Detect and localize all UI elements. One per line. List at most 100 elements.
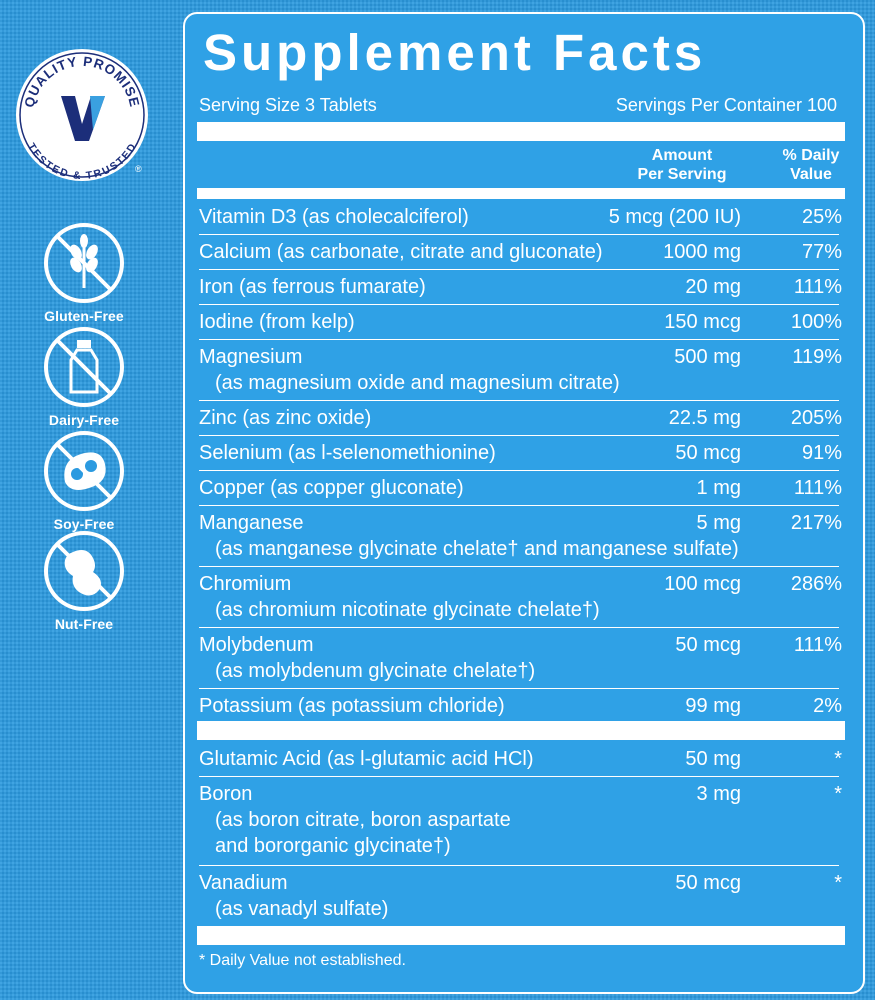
- gluten-free-badge: Gluten-Free: [24, 222, 144, 324]
- nutrient-dv: 217%: [790, 512, 842, 534]
- nutrient-source: (as magnesium oxide and magnesium citrat…: [215, 372, 620, 394]
- wheat-icon: [43, 222, 125, 304]
- panel-title: Supplement Facts: [203, 24, 707, 81]
- nutrient-name: Molybdenum: [199, 634, 314, 656]
- nutrient-amount: 50 mg: [685, 748, 741, 770]
- nutrient-amount: 50 mcg: [675, 442, 741, 464]
- divider-bar-bottom: [197, 926, 845, 945]
- footnote: * Daily Value not established.: [199, 952, 406, 969]
- table-row: Molybdenum (as molybdenum glycinate chel…: [199, 628, 842, 689]
- nutrient-dv: 100%: [790, 311, 842, 333]
- table-row: Potassium (as potassium chloride) 99 mg …: [199, 689, 842, 724]
- table-row: Iron (as ferrous fumarate) 20 mg 111%: [199, 270, 842, 305]
- table-row: Zinc (as zinc oxide) 22.5 mg 205%: [199, 401, 842, 436]
- table-row: Iodine (from kelp) 150 mcg 100%: [199, 305, 842, 340]
- table-row: Glutamic Acid (as l-glutamic acid HCl) 5…: [199, 742, 842, 777]
- table-row: Vitamin D3 (as cholecalciferol) 5 mcg (2…: [199, 200, 842, 235]
- dv-header: % Daily Value: [763, 146, 859, 184]
- nutrient-name: Magnesium: [199, 346, 303, 368]
- dv-header-line2: Value: [790, 166, 832, 183]
- nutrient-source-cont: and bororganic glycinate†): [215, 835, 451, 857]
- nutrient-name: Vanadium: [199, 872, 288, 894]
- milk-bottle-icon: [43, 326, 125, 408]
- soybean-icon: [43, 430, 125, 512]
- nutrient-amount: 150 mcg: [664, 311, 741, 333]
- dairy-free-badge: Dairy-Free: [24, 326, 144, 428]
- table-row: Vanadium (as vanadyl sulfate) 50 mcg *: [199, 866, 842, 928]
- badge-label: Gluten-Free: [44, 308, 124, 324]
- badge-label: Nut-Free: [54, 616, 114, 632]
- nutrient-name: Boron: [199, 783, 253, 805]
- nutrient-name: Potassium (as potassium chloride): [199, 695, 505, 717]
- nutrient-amount: 5 mg: [696, 512, 741, 534]
- nutrient-name: Iodine (from kelp): [199, 311, 355, 333]
- table-row: Manganese (as manganese glycinate chelat…: [199, 506, 842, 567]
- serving-size: Serving Size 3 Tablets: [199, 95, 377, 115]
- nutrient-dv: 111%: [793, 634, 842, 656]
- divider-bar-mid: [197, 721, 845, 740]
- nutrient-name: Vitamin D3 (as cholecalciferol): [199, 206, 469, 228]
- divider-bar-header: [197, 188, 845, 199]
- nutrient-dv: 111%: [793, 276, 842, 298]
- nutrient-name: Zinc (as zinc oxide): [199, 407, 372, 429]
- table-row: Chromium (as chromium nicotinate glycina…: [199, 567, 842, 628]
- nutrient-dv: *: [834, 748, 842, 770]
- nutrient-dv: *: [834, 783, 842, 805]
- nutrient-dv: 25%: [801, 206, 842, 228]
- nutrient-amount: 99 mg: [685, 695, 741, 717]
- nutrient-dv: 119%: [792, 346, 842, 368]
- dv-header-line1: % Daily: [782, 147, 840, 164]
- nutrient-amount: 100 mcg: [664, 573, 741, 595]
- nutrient-name: Manganese: [199, 512, 304, 534]
- nutrient-dv: 111%: [793, 477, 842, 499]
- supplement-facts-panel: Supplement Facts Serving Size 3 Tablets …: [183, 12, 865, 994]
- nutrient-dv: *: [834, 872, 842, 894]
- nutrient-amount: 50 mcg: [675, 872, 741, 894]
- quality-promise-seal: QUALITY PROMISE TESTED & TRUSTED ®: [13, 46, 151, 184]
- badge-label: Soy-Free: [53, 516, 115, 532]
- nutrient-dv: 91%: [801, 442, 842, 464]
- divider-bar-top: [197, 122, 845, 141]
- nutrient-source: (as manganese glycinate chelate† and man…: [215, 538, 739, 560]
- amount-header-line1: Amount: [651, 147, 713, 164]
- nutrient-amount: 20 mg: [685, 276, 741, 298]
- table-row: Calcium (as carbonate, citrate and gluco…: [199, 235, 842, 270]
- nutrient-dv: 77%: [801, 241, 842, 263]
- nutrient-source: (as boron citrate, boron aspartate: [215, 809, 511, 831]
- nutrient-name: Glutamic Acid (as l-glutamic acid HCl): [199, 748, 534, 770]
- nutrient-amount: 22.5 mg: [668, 407, 741, 429]
- nutrient-table: Vitamin D3 (as cholecalciferol) 5 mcg (2…: [199, 200, 842, 724]
- nutrient-name: Chromium: [199, 573, 292, 595]
- table-row: Copper (as copper gluconate) 1 mg 111%: [199, 471, 842, 506]
- nutrient-source: (as molybdenum glycinate chelate†): [215, 660, 536, 682]
- table-row: Selenium (as l-selenomethionine) 50 mcg …: [199, 436, 842, 471]
- table-row: Magnesium (as magnesium oxide and magnes…: [199, 340, 842, 401]
- nutrient-amount: 500 mg: [674, 346, 741, 368]
- servings-per-container: Servings Per Container 100: [615, 95, 837, 115]
- amount-header-line2: Per Serving: [637, 166, 727, 183]
- nut-free-badge: Nut-Free: [24, 530, 144, 632]
- nutrient-amount: 50 mcg: [675, 634, 741, 656]
- peanut-icon: [43, 530, 125, 612]
- nutrient-source: (as vanadyl sulfate): [215, 898, 389, 920]
- nutrient-name: Calcium (as carbonate, citrate and gluco…: [199, 241, 603, 263]
- nutrient-name: Copper (as copper gluconate): [199, 477, 464, 499]
- badge-label: Dairy-Free: [48, 412, 120, 428]
- nutrient-source: (as chromium nicotinate glycinate chelat…: [215, 599, 600, 621]
- soy-free-badge: Soy-Free: [24, 430, 144, 532]
- nutrient-dv: 2%: [813, 695, 842, 717]
- table-row: Boron (as boron citrate, boron aspartate…: [199, 777, 842, 866]
- nutrient-name: Selenium (as l-selenomethionine): [199, 442, 496, 464]
- seal-registered-mark: ®: [135, 164, 142, 174]
- nutrient-dv: 286%: [790, 573, 842, 595]
- nutrient-amount: 5 mcg (200 IU): [608, 206, 741, 228]
- nutrient-dv: 205%: [790, 407, 842, 429]
- quality-seal-icon: QUALITY PROMISE TESTED & TRUSTED: [16, 49, 148, 182]
- nutrient-amount: 3 mg: [696, 783, 741, 805]
- nutrient-amount: 1 mg: [696, 477, 741, 499]
- nutrient-name: Iron (as ferrous fumarate): [199, 276, 426, 298]
- nutrient-amount: 1000 mg: [663, 241, 741, 263]
- nutrient-table-secondary: Glutamic Acid (as l-glutamic acid HCl) 5…: [199, 742, 842, 928]
- amount-header: Amount Per Serving: [617, 146, 747, 184]
- sidebar: QUALITY PROMISE TESTED & TRUSTED ® Glute…: [0, 0, 185, 1000]
